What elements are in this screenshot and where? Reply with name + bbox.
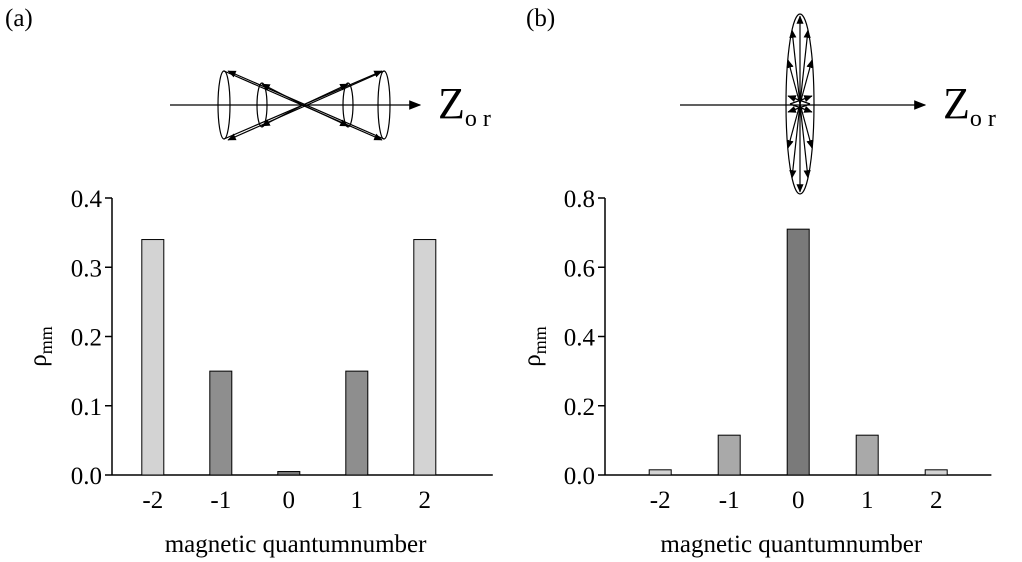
x-tick-label: 2 — [930, 487, 943, 514]
y-tick-label: 0.2 — [71, 325, 102, 352]
y-tick-label: 0.1 — [71, 394, 102, 421]
diagram-label-main: Z — [438, 79, 465, 128]
diagram-label-sub: o r — [970, 106, 996, 132]
bar — [277, 471, 301, 476]
y-axis-label: ρmm — [25, 326, 56, 367]
bar — [855, 434, 879, 476]
diagram-label: Zo r — [943, 79, 996, 132]
y-tick-label: 0.0 — [71, 463, 102, 490]
diagram-label: Zo r — [438, 79, 491, 132]
bar — [786, 228, 810, 476]
bar — [413, 239, 437, 476]
y-tick-label: 0.4 — [564, 325, 596, 352]
diagram-label-sub: o r — [465, 106, 491, 132]
y-axis-label-sub: mm — [530, 326, 550, 354]
x-tick-label: -1 — [719, 487, 740, 514]
panel-label: (b) — [526, 5, 555, 32]
x-axis-label: magnetic quantumnumber — [660, 531, 922, 558]
bar — [648, 469, 672, 476]
y-axis-label-main: ρ — [25, 354, 52, 366]
x-tick-label: -1 — [210, 487, 231, 514]
y-axis-label-sub: mm — [36, 326, 56, 354]
y-tick-label: 0.0 — [564, 463, 595, 490]
x-tick-label: 1 — [861, 487, 874, 514]
x-tick-label: 0 — [283, 487, 296, 514]
y-tick-label: 0.8 — [564, 186, 595, 213]
x-tick-label: 1 — [351, 487, 364, 514]
bar — [924, 469, 948, 476]
bar — [209, 370, 233, 476]
bar — [141, 239, 165, 476]
y-tick-label: 0.3 — [71, 255, 102, 282]
diagram-a — [170, 70, 422, 141]
panel-label: (a) — [5, 5, 33, 32]
x-tick-label: -2 — [650, 487, 671, 514]
x-tick-label: 0 — [792, 487, 805, 514]
y-axis-label-main: ρ — [519, 354, 546, 366]
y-tick-label: 0.6 — [564, 255, 595, 282]
bar — [345, 370, 369, 476]
y-tick-label: 0.2 — [564, 394, 595, 421]
y-tick-label: 0.4 — [71, 186, 103, 213]
y-axis-label: ρmm — [519, 326, 550, 367]
diagram-b — [680, 13, 927, 195]
x-tick-label: 2 — [419, 487, 432, 514]
bar — [717, 434, 741, 476]
x-tick-label: -2 — [142, 487, 163, 514]
x-axis-label: magnetic quantumnumber — [165, 531, 427, 558]
diagram-label-main: Z — [943, 79, 970, 128]
